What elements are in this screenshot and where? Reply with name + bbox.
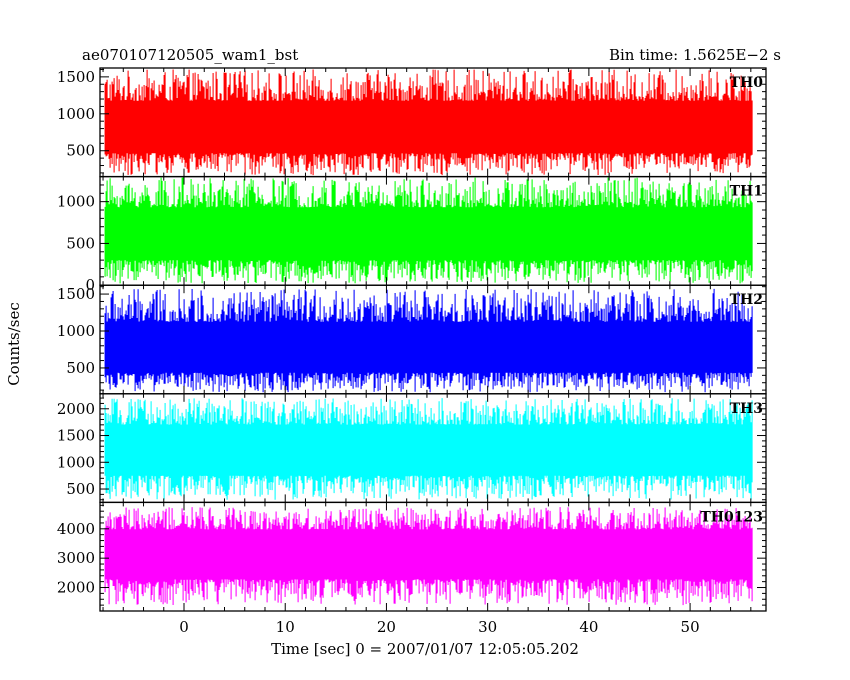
x-tick-label: 10 xyxy=(276,618,295,636)
panel-label: TH1 xyxy=(730,184,763,200)
y-tick-label: 2000 xyxy=(57,400,95,418)
y-tick-label: 1000 xyxy=(57,193,95,211)
x-tick-label: 20 xyxy=(377,618,396,636)
y-tick-label: 1000 xyxy=(57,453,95,471)
y-tick-label: 1500 xyxy=(57,68,95,86)
y-tick-label: 1000 xyxy=(57,322,95,340)
y-tick-label: 1000 xyxy=(57,105,95,123)
y-axis-label: Counts/sec xyxy=(5,302,23,386)
x-tick-label: 50 xyxy=(681,618,700,636)
panel-label: TH0123 xyxy=(700,509,763,525)
y-tick-label: 500 xyxy=(66,359,95,377)
panel-frame xyxy=(99,501,767,612)
panel-th2: 500 1000 1500 TH2 xyxy=(57,284,767,395)
panel-th3: 500 1000 1500 2000 TH3 xyxy=(57,393,767,504)
y-tick-label: 4000 xyxy=(57,520,95,538)
y-tick-label: 500 xyxy=(66,480,95,498)
chart-title: ae070107120505_wam1_bst xyxy=(82,46,298,64)
y-tick-label: 3000 xyxy=(57,549,95,567)
panel-label: TH2 xyxy=(730,292,763,308)
y-tick-label: 500 xyxy=(66,234,95,252)
x-axis-label: Time [sec] 0 = 2007/01/07 12:05:05.202 xyxy=(271,640,579,658)
y-tick-label: 2000 xyxy=(57,579,95,597)
x-tick-label: 40 xyxy=(579,618,598,636)
series-th0 xyxy=(104,69,753,176)
y-tick-label: 1500 xyxy=(57,285,95,303)
panel-th1: 0 500 1000 TH1 xyxy=(57,175,767,294)
series-th2 xyxy=(104,288,753,393)
series-th1 xyxy=(104,177,753,284)
panel-th0: 500 1000 1500 TH0 xyxy=(57,67,767,178)
series-th3 xyxy=(104,398,753,500)
panel-label: TH3 xyxy=(730,401,763,417)
bin-time-label: Bin time: 1.5625E−2 s xyxy=(609,46,781,64)
panel-label: TH0 xyxy=(730,75,764,91)
y-tick-label: 0 xyxy=(85,276,95,294)
y-tick-label: 500 xyxy=(66,142,95,160)
series-th0123 xyxy=(104,507,753,606)
x-tick-label: 30 xyxy=(478,618,497,636)
y-tick-label: 1500 xyxy=(57,427,95,445)
panel-th0123: 2000 3000 4000 TH0123 xyxy=(57,501,767,612)
x-tick-label: 0 xyxy=(179,618,189,636)
x-axis-ticks: 0 10 20 30 40 50 xyxy=(179,618,699,636)
